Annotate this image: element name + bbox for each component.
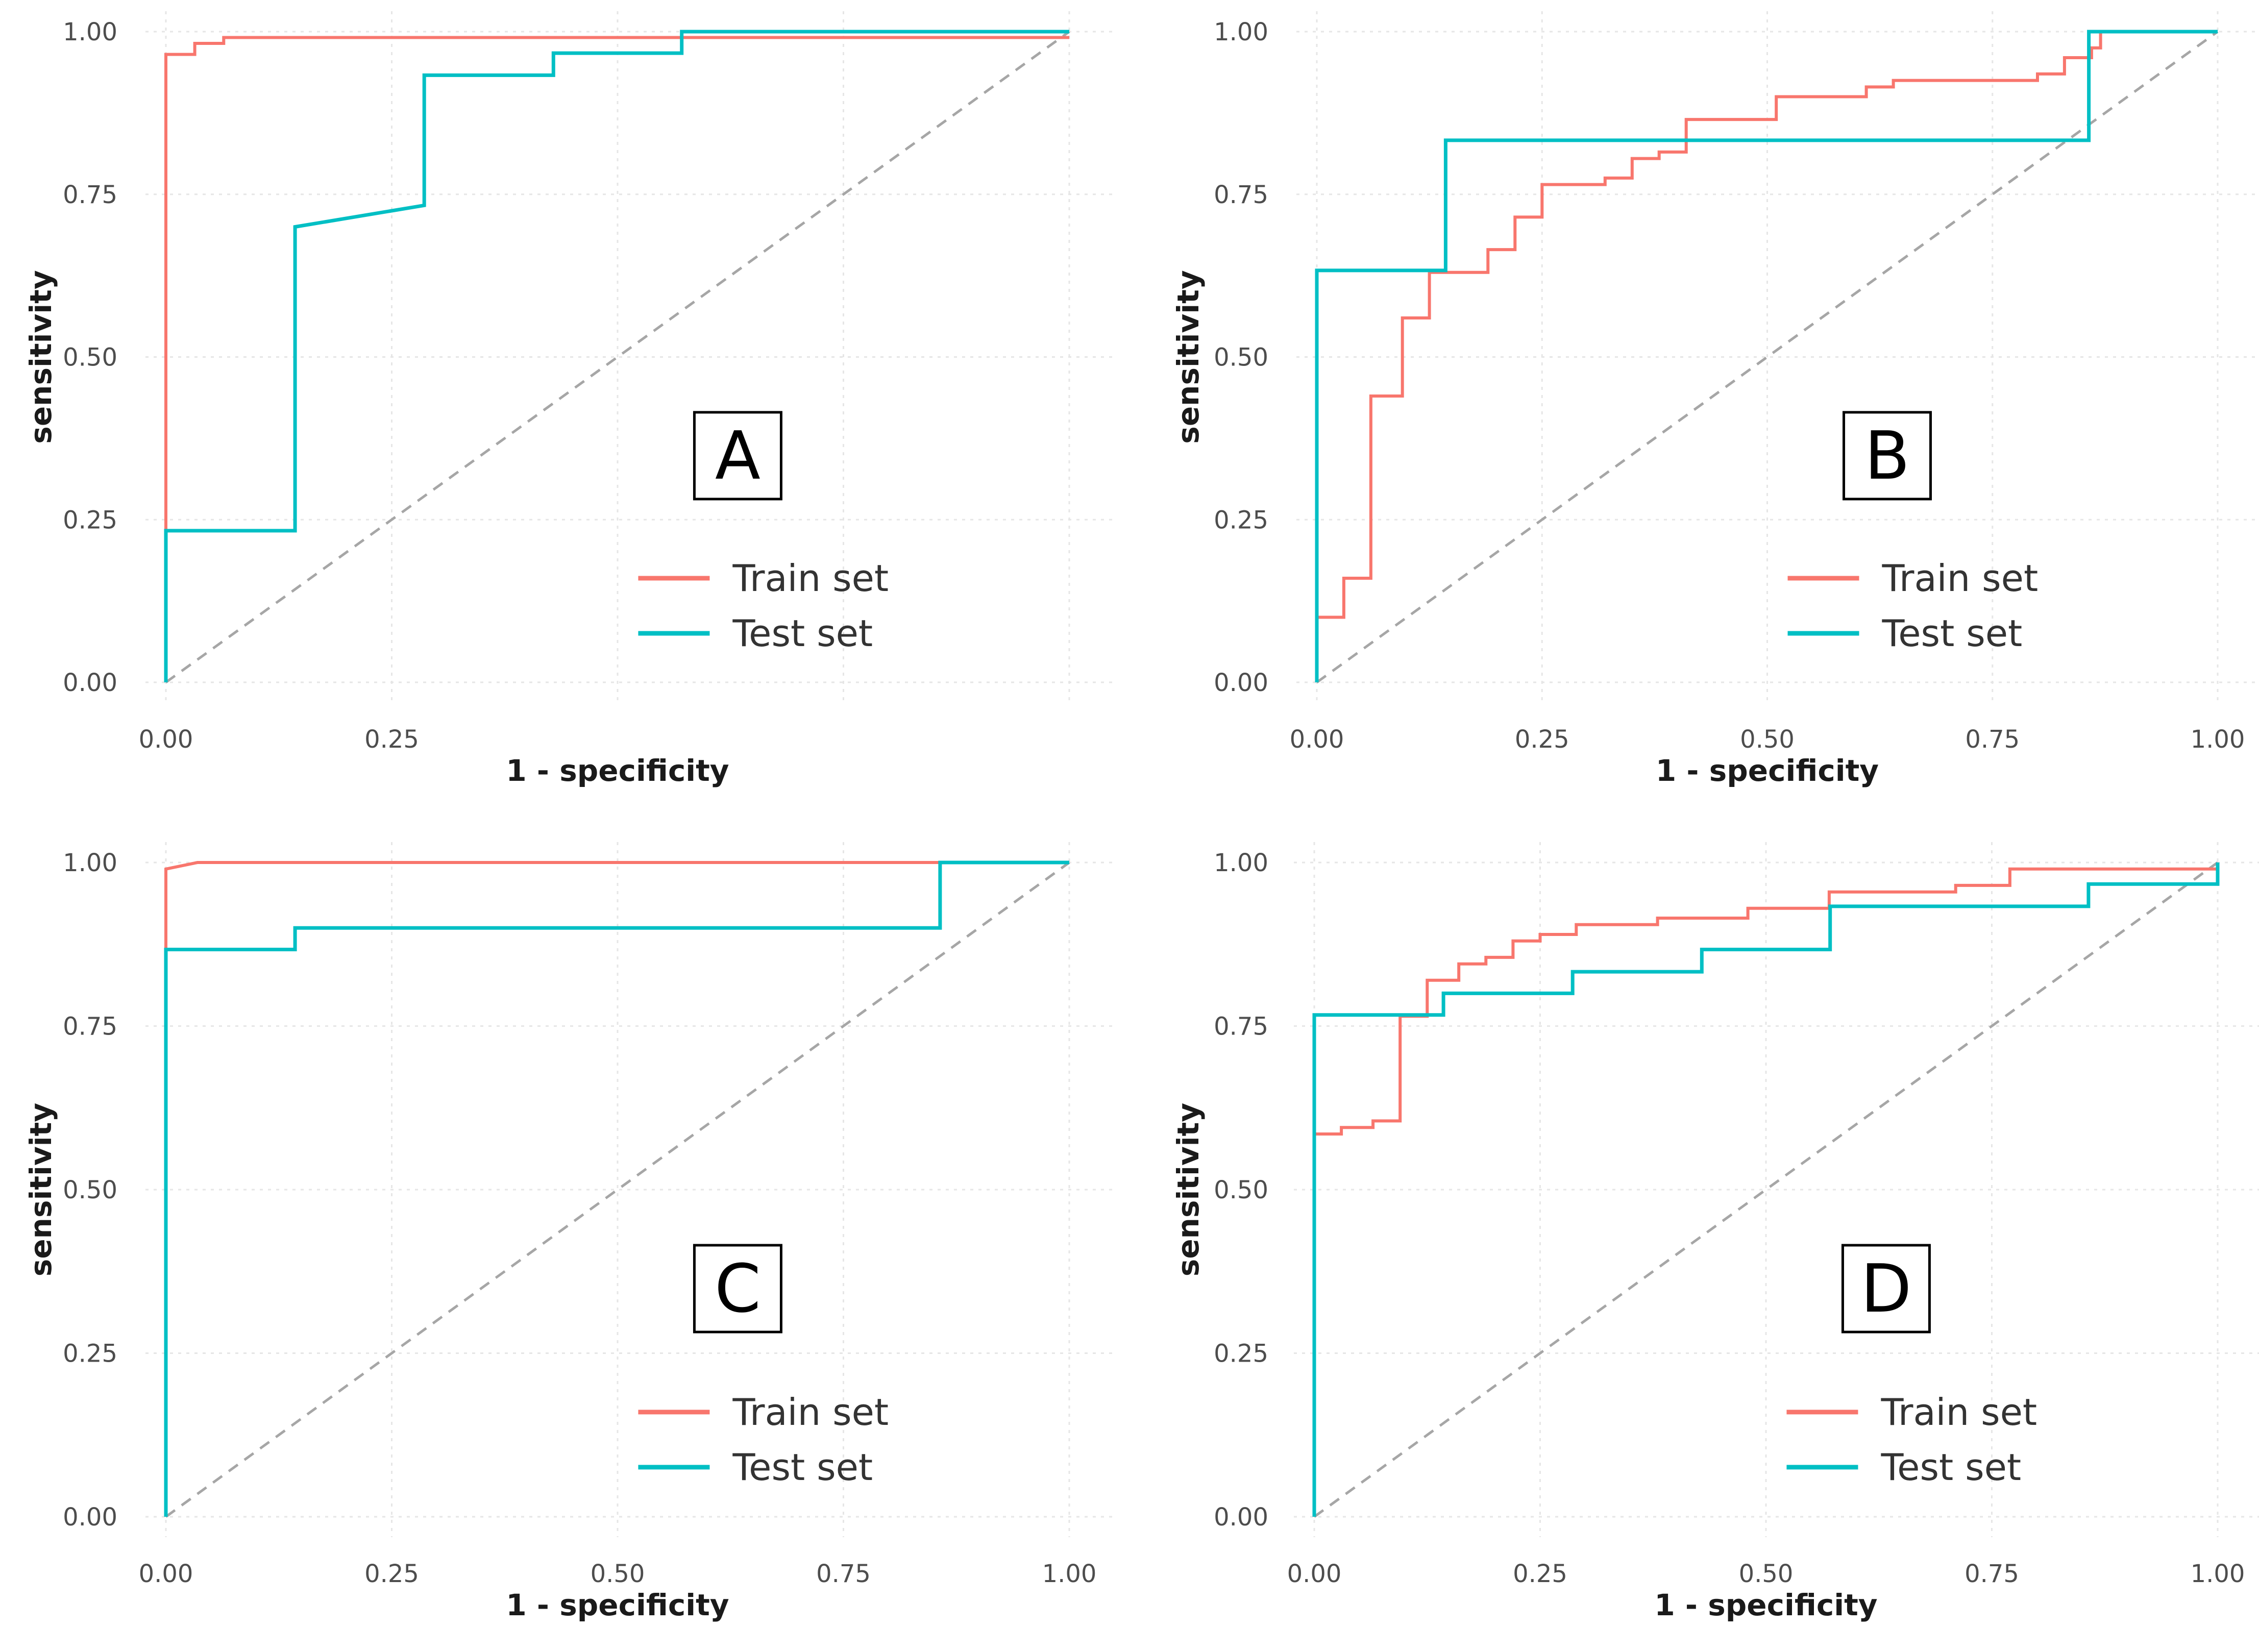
legend-label-test: Test set xyxy=(1882,612,2023,655)
legend: Train set Test set xyxy=(638,557,889,655)
legend-label-train: Train set xyxy=(732,1391,889,1434)
panel-b: 0.00 0.25 0.50 0.75 1.00 0.00 0.25 0.50 0.75 1.00… xyxy=(1171,11,2259,788)
x-tick-label: 0.00 xyxy=(139,1560,193,1588)
y-tick-label: 0.00 xyxy=(63,669,117,697)
grid xyxy=(1294,842,2259,1537)
panel-letter-box xyxy=(1841,1244,1931,1334)
grid xyxy=(145,11,1115,703)
x-tick-label: 0.00 xyxy=(1290,725,1344,754)
legend: Train set Test set xyxy=(1787,557,2039,655)
y-tick-label: 0.00 xyxy=(63,1503,117,1532)
grid xyxy=(1296,11,2259,703)
x-tick-label: 0.25 xyxy=(1515,725,1569,754)
series-line-test xyxy=(1312,862,2220,1517)
y-tick-label: 0.25 xyxy=(1214,506,1268,534)
panel-letter-box xyxy=(693,411,782,501)
y-tick-label: 1.00 xyxy=(63,849,117,877)
y-tick-label: 0.00 xyxy=(1214,1503,1268,1532)
x-tick-label: 0.75 xyxy=(816,1560,871,1588)
panel-letter-box xyxy=(1843,411,1932,501)
x-tick-label: 0.00 xyxy=(139,725,193,754)
panel-letter: B xyxy=(1864,417,1910,495)
y-tick-label: 0.75 xyxy=(63,181,117,209)
y-tick-label: 0.25 xyxy=(63,506,117,534)
y-tick-label: 0.50 xyxy=(63,343,117,372)
y-tick-label: 0.50 xyxy=(63,1176,117,1204)
panel-letter: D xyxy=(1860,1250,1911,1327)
y-axis-title: sensitivity xyxy=(1171,270,1206,443)
x-tick-label: 0.50 xyxy=(591,1560,645,1588)
y-axis-title: sensitivity xyxy=(23,270,58,443)
x-tick-label: 0.75 xyxy=(1965,1560,2019,1588)
x-axis-title: 1 - specificity xyxy=(1654,1588,1877,1622)
series-line-train xyxy=(164,36,1069,682)
legend-label-test: Test set xyxy=(732,1446,873,1489)
legend: Train set Test set xyxy=(1786,1391,2037,1489)
x-tick-label: 0.75 xyxy=(1965,725,2020,754)
y-tick-label: 0.00 xyxy=(1214,669,1268,697)
legend-label-test: Test set xyxy=(1880,1446,2021,1489)
y-tick-label: 1.00 xyxy=(1214,18,1268,46)
grid xyxy=(145,842,1115,1537)
diagonal-reference-line xyxy=(1316,30,2219,684)
x-tick-label: 1.00 xyxy=(1042,1560,1097,1588)
y-tick-label: 0.50 xyxy=(1214,343,1268,372)
x-axis-title: 1 - specificity xyxy=(1656,753,1879,788)
y-tick-label: 0.25 xyxy=(1214,1340,1268,1368)
x-tick-label: 1.00 xyxy=(2191,1560,2245,1588)
series-line-test xyxy=(1315,30,2218,682)
diagonal-reference-line xyxy=(165,30,1070,684)
x-tick-label: 0.25 xyxy=(364,1560,419,1588)
legend-label-train: Train set xyxy=(732,557,889,600)
panel-d: 0.00 0.25 0.50 0.75 1.00 0.00 0.25 0.50 0.75 1.00… xyxy=(1171,842,2259,1622)
panel-a: 0.00 0.25 0.50 0.75 1.00 0.00 0.25 1 - specific… xyxy=(23,11,1115,788)
series-line-train xyxy=(1313,867,2218,1517)
x-tick-label: 1.00 xyxy=(2191,725,2245,754)
y-tick-label: 1.00 xyxy=(1214,849,1268,877)
y-tick-label: 1.00 xyxy=(63,18,117,46)
panel-letter: A xyxy=(715,417,760,495)
y-axis-title: sensitivity xyxy=(1171,1103,1206,1276)
legend-label-test: Test set xyxy=(732,612,873,655)
x-tick-label: 0.25 xyxy=(364,725,419,754)
y-tick-label: 0.75 xyxy=(1214,181,1268,209)
panel-c: 0.00 0.25 0.50 0.75 1.00 0.00 0.25 0.50 0.75 1.00… xyxy=(23,842,1115,1622)
legend-label-train: Train set xyxy=(1880,1391,2037,1434)
y-tick-label: 0.25 xyxy=(63,1340,117,1368)
x-tick-label: 0.50 xyxy=(1739,1560,1794,1588)
x-axis-title: 1 - specificity xyxy=(506,753,729,788)
series-line-test xyxy=(164,30,1069,682)
panel-letter: C xyxy=(715,1250,761,1327)
y-tick-label: 0.50 xyxy=(1214,1176,1268,1204)
y-axis-title: sensitivity xyxy=(23,1103,58,1276)
legend-label-train: Train set xyxy=(1882,557,2039,600)
series-line-test xyxy=(164,860,1069,1517)
y-tick-label: 0.75 xyxy=(1214,1013,1268,1041)
x-tick-label: 0.25 xyxy=(1513,1560,1567,1588)
series-line-train xyxy=(1315,30,2218,682)
x-tick-label: 0.50 xyxy=(1740,725,1795,754)
legend: Train set Test set xyxy=(638,1391,889,1489)
panel-letter-box xyxy=(693,1244,782,1334)
y-tick-label: 0.75 xyxy=(63,1013,117,1041)
x-tick-label: 0.00 xyxy=(1287,1560,1342,1588)
x-axis-title: 1 - specificity xyxy=(506,1588,729,1622)
